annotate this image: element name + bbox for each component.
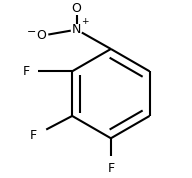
Text: N: N [72, 23, 81, 36]
Text: F: F [22, 65, 30, 78]
Text: O: O [72, 2, 82, 15]
Text: F: F [107, 162, 114, 175]
Text: O: O [36, 29, 46, 42]
Text: −: − [26, 27, 36, 37]
Text: +: + [81, 17, 89, 26]
Text: F: F [30, 129, 37, 142]
